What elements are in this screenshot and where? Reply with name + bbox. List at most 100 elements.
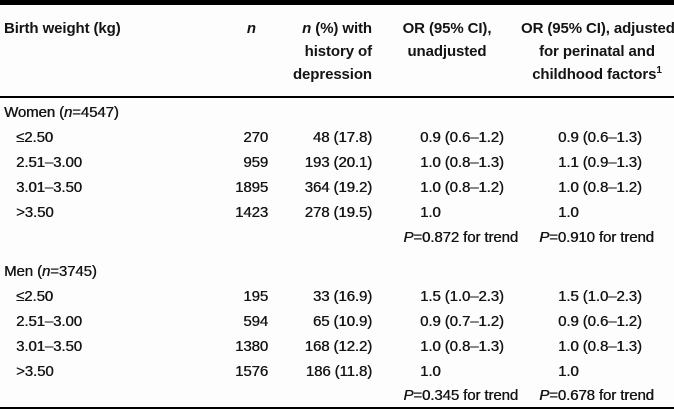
cell-n: 270 [243, 129, 268, 146]
section-title-n-italic: n [63, 104, 73, 121]
cell-or-adjusted: 0.9 (0.6–1.2) [558, 313, 642, 330]
cell-or-adjusted: 1.0 [558, 204, 579, 221]
cell-or-unadjusted: 0.9 (0.6–1.2) [420, 129, 504, 146]
table-row: ≤2.50 270 48 (17.8) 0.9 (0.6–1.2) 0.9 (0… [0, 125, 674, 150]
cell-n: 1576 [235, 363, 268, 380]
section-title: Women (n=4547) [0, 97, 674, 125]
cell-birth-weight-range: 2.51–3.00 [16, 154, 82, 171]
cell-n-pct: 168 (12.2) [304, 338, 372, 355]
cell-n-pct: 33 (16.9) [312, 288, 372, 305]
cell-or-unadjusted: 1.0 (0.8–1.2) [420, 179, 504, 196]
section-title: Men (n=3745) [0, 250, 674, 284]
header-n-italic: n [246, 20, 256, 37]
p-italic: P [539, 229, 550, 246]
col-header-n: n [175, 2, 268, 98]
empty-cell [0, 384, 175, 409]
cell-birth-weight-range: ≤2.50 [16, 288, 53, 305]
cell-n: 195 [243, 288, 268, 305]
table-row: ≤2.50 195 33 (16.9) 1.5 (1.0–2.3) 1.5 (1… [0, 284, 674, 309]
cell-or-unadjusted: 1.0 (0.8–1.3) [420, 338, 504, 355]
cell-or-adjusted: 1.0 (0.8–1.2) [558, 179, 642, 196]
section-title-text: Women ( [4, 104, 64, 121]
section-title-n-italic: n [41, 263, 51, 280]
cell-or-adjusted: 0.9 (0.6–1.3) [558, 129, 642, 146]
cell-trend-unadjusted: P=0.872 for trend [374, 225, 520, 250]
cell-trend-unadjusted: P=0.345 for trend [374, 384, 520, 409]
col-header-n-pct-depression: n (%) with history of depression [268, 2, 374, 98]
col-header-birth-weight: Birth weight (kg) [0, 2, 175, 98]
cell-birth-weight-range: 3.01–3.50 [16, 338, 82, 355]
table-row: 3.01–3.50 1380 168 (12.2) 1.0 (0.8–1.3) … [0, 334, 674, 359]
header-line: OR (95% CI), [402, 20, 492, 37]
cell-n-pct: 65 (10.9) [312, 313, 372, 330]
cell-birth-weight-range: ≤2.50 [16, 129, 53, 146]
cell-n: 594 [243, 313, 268, 330]
cell-birth-weight-range: 2.51–3.00 [16, 313, 82, 330]
section-row-women: Women (n=4547) [0, 97, 674, 125]
table-row: 2.51–3.00 594 65 (10.9) 0.9 (0.7–1.2) 0.… [0, 309, 674, 334]
cell-or-adjusted: 1.0 (0.8–1.3) [558, 338, 642, 355]
cell-n: 959 [243, 154, 268, 171]
empty-cell [268, 384, 374, 409]
p-italic: P [403, 229, 414, 246]
cell-n: 1895 [235, 179, 268, 196]
table-row: 2.51–3.00 959 193 (20.1) 1.0 (0.8–1.3) 1… [0, 150, 674, 175]
footnote-marker: 1 [656, 65, 662, 76]
cell-or-unadjusted: 1.5 (1.0–2.3) [420, 288, 504, 305]
header-line-text: childhood factors [532, 66, 657, 83]
col-header-or-unadjusted: OR (95% CI), unadjusted [374, 2, 520, 98]
cell-n-pct: 364 (19.2) [304, 179, 372, 196]
cell-or-adjusted: 1.1 (0.9–1.3) [558, 154, 642, 171]
table-row: >3.50 1576 186 (11.8) 1.0 1.0 [0, 359, 674, 384]
trend-text: =0.345 for trend [413, 387, 518, 404]
cell-or-adjusted: 1.0 [558, 363, 579, 380]
trend-row: P=0.345 for trend P=0.678 for trend [0, 384, 674, 409]
cell-n-pct: 193 (20.1) [304, 154, 372, 171]
header-n-italic: n [302, 20, 312, 37]
section-row-men: Men (n=3745) [0, 250, 674, 284]
cell-or-unadjusted: 1.0 (0.8–1.3) [420, 154, 504, 171]
trend-text: =0.872 for trend [413, 229, 518, 246]
table-row: >3.50 1423 278 (19.5) 1.0 1.0 [0, 200, 674, 225]
cell-or-adjusted: 1.5 (1.0–2.3) [558, 288, 642, 305]
cell-n-pct: 48 (17.8) [312, 129, 372, 146]
col-header-or-adjusted: OR (95% CI), adjusted for perinatal and … [520, 2, 674, 98]
empty-cell [175, 384, 268, 409]
header-line: for perinatal and [539, 43, 655, 60]
header-line: unadjusted [407, 43, 487, 60]
section-title-text: Men ( [4, 263, 42, 280]
cell-or-unadjusted: 1.0 [420, 363, 441, 380]
empty-cell [0, 225, 175, 250]
header-line: history of [304, 43, 372, 60]
cell-n-pct: 278 (19.5) [304, 204, 372, 221]
trend-text: =0.910 for trend [549, 229, 654, 246]
cell-n-pct: 186 (11.8) [305, 363, 372, 380]
trend-text: =0.678 for trend [549, 387, 654, 404]
header-line: n (%) with [269, 17, 372, 40]
header-line: childhood factors1 [521, 63, 673, 86]
cell-or-unadjusted: 0.9 (0.7–1.2) [420, 313, 504, 330]
cell-or-unadjusted: 1.0 [420, 204, 441, 221]
cell-trend-adjusted: P=0.678 for trend [520, 384, 674, 409]
header-line-text: (%) with [311, 20, 372, 37]
cell-birth-weight-range: >3.50 [16, 363, 54, 380]
section-title-text: =3745) [50, 263, 97, 280]
header-line: depression [292, 66, 372, 83]
empty-cell [268, 225, 374, 250]
p-italic: P [403, 387, 414, 404]
cell-birth-weight-range: >3.50 [16, 204, 54, 221]
cell-trend-adjusted: P=0.910 for trend [520, 225, 674, 250]
empty-cell [175, 225, 268, 250]
trend-row: P=0.872 for trend P=0.910 for trend [0, 225, 674, 250]
section-title-text: =4547) [72, 104, 119, 121]
cell-n: 1380 [235, 338, 268, 355]
header-line: OR (95% CI), adjusted [521, 20, 674, 37]
header-line: Birth weight (kg) [4, 20, 121, 37]
table-header-row: Birth weight (kg) n n (%) with history o… [0, 2, 674, 98]
p-italic: P [539, 387, 550, 404]
cell-birth-weight-range: 3.01–3.50 [16, 179, 82, 196]
table-row: 3.01–3.50 1895 364 (19.2) 1.0 (0.8–1.2) … [0, 175, 674, 200]
cell-n: 1423 [235, 204, 268, 221]
